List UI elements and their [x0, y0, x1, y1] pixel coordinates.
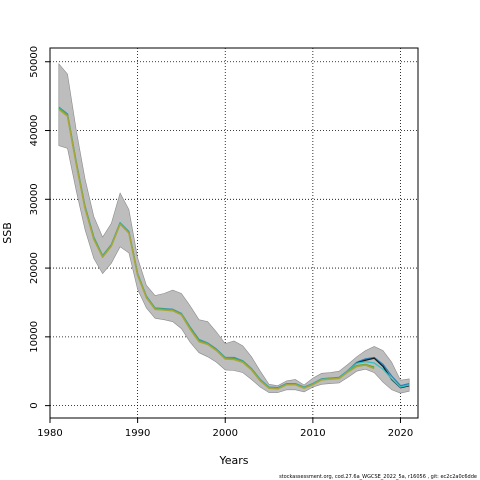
confidence-band: [58, 62, 410, 394]
y-tick-label: 50000: [29, 46, 40, 78]
y-axis: 0 10000 20000 30000 40000 50000: [29, 46, 50, 409]
x-tick-label: 2020: [388, 428, 413, 439]
ssb-series-line: [58, 108, 375, 390]
x-tick-label: 1980: [37, 428, 62, 439]
y-tick-label: 10000: [29, 321, 40, 353]
x-tick-label: 1990: [125, 428, 150, 439]
x-tick-label: 2010: [300, 428, 325, 439]
x-tick-label: 2000: [213, 428, 238, 439]
series-lines: [58, 106, 410, 390]
x-axis-label: Years: [218, 454, 248, 467]
footer-credit: stockassessment.org, cod.27.6a_WGCSE_202…: [279, 474, 477, 480]
x-axis: 1980 1990 2000 2010 2020: [37, 418, 413, 439]
y-tick-label: 40000: [29, 115, 40, 147]
plot-frame: [49, 47, 419, 419]
ssb-confidence-band: [58, 62, 410, 394]
grid: [49, 48, 418, 418]
y-tick-label: 30000: [29, 183, 40, 215]
y-tick-label: 0: [29, 402, 40, 408]
y-tick-label: 20000: [29, 252, 40, 284]
y-axis-label: SSB: [1, 222, 14, 244]
